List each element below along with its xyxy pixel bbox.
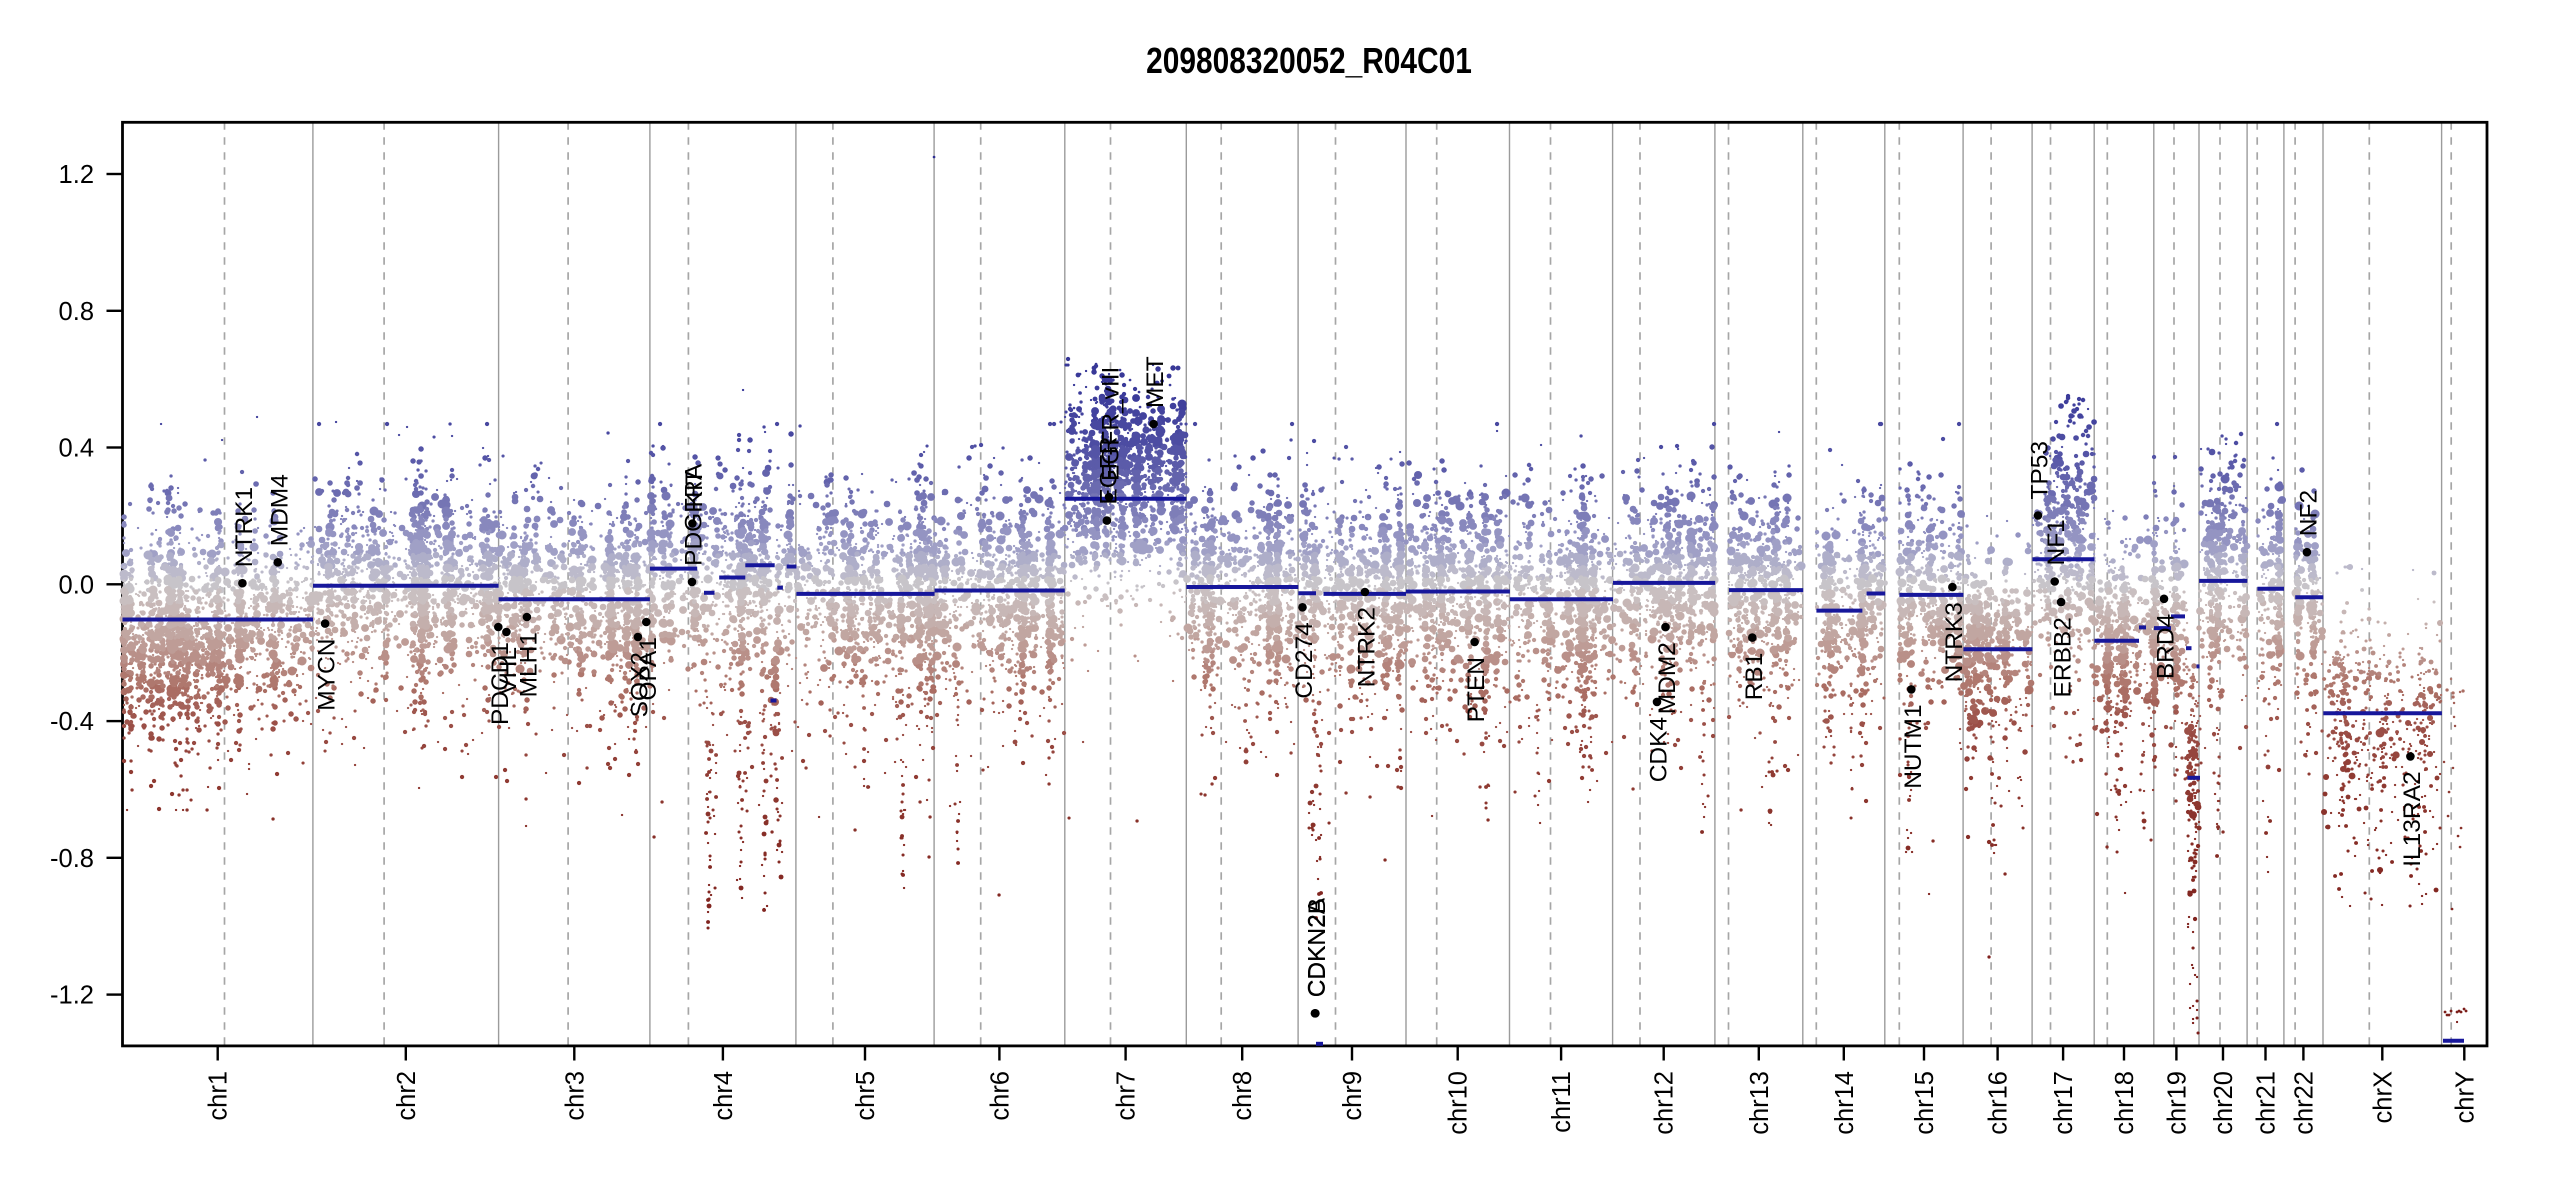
- svg-text:SOX2: SOX2: [626, 652, 653, 717]
- svg-text:BRD4: BRD4: [2153, 614, 2180, 679]
- svg-text:-0.8: -0.8: [50, 845, 94, 873]
- svg-text:chr1: chr1: [205, 1071, 233, 1121]
- svg-text:chr14: chr14: [1831, 1071, 1859, 1135]
- svg-text:NTRK3: NTRK3: [1941, 602, 1968, 682]
- svg-text:MDM4: MDM4: [266, 474, 293, 546]
- svg-text:chr5: chr5: [852, 1071, 880, 1121]
- svg-text:MYCN: MYCN: [314, 639, 341, 711]
- svg-text:1.2: 1.2: [59, 161, 94, 189]
- svg-text:PTEN: PTEN: [1463, 657, 1490, 722]
- svg-text:chr11: chr11: [1548, 1071, 1576, 1133]
- svg-text:chr4: chr4: [710, 1071, 738, 1121]
- svg-text:chr9: chr9: [1339, 1071, 1367, 1121]
- svg-text:chr20: chr20: [2210, 1071, 2238, 1135]
- svg-text:CD274: CD274: [1291, 622, 1318, 698]
- svg-text:chr12: chr12: [1651, 1071, 1679, 1135]
- svg-text:chr2: chr2: [393, 1071, 421, 1121]
- svg-text:TP53: TP53: [2027, 441, 2054, 500]
- svg-text:chr7: chr7: [1113, 1071, 1141, 1121]
- svg-text:chr10: chr10: [1445, 1071, 1473, 1135]
- svg-text:NTRK1: NTRK1: [231, 487, 258, 567]
- svg-text:MET: MET: [1142, 356, 1169, 408]
- svg-text:NTRK2: NTRK2: [1353, 607, 1380, 687]
- svg-text:chr3: chr3: [561, 1071, 589, 1121]
- svg-text:KIT: KIT: [681, 469, 708, 507]
- svg-text:0.0: 0.0: [59, 571, 94, 599]
- svg-text:chr22: chr22: [2290, 1071, 2318, 1135]
- svg-text:RB1: RB1: [1741, 653, 1768, 701]
- svg-text:MLH1: MLH1: [515, 632, 542, 697]
- svg-text:CDKN2B: CDKN2B: [1304, 898, 1331, 997]
- svg-text:chr18: chr18: [2111, 1071, 2139, 1135]
- svg-text:PDGFRA: PDGFRA: [681, 463, 708, 566]
- svg-text:chr17: chr17: [2050, 1071, 2078, 1135]
- svg-text:IL13RA2: IL13RA2: [2399, 771, 2426, 866]
- svg-text:NF1: NF1: [2043, 519, 2070, 565]
- svg-text:NUTM1: NUTM1: [1900, 704, 1927, 788]
- svg-text:MDM2: MDM2: [1654, 642, 1681, 714]
- svg-text:0.4: 0.4: [59, 435, 94, 463]
- svg-text:chr15: chr15: [1911, 1071, 1939, 1135]
- svg-text:chrX: chrX: [2369, 1071, 2397, 1123]
- svg-text:PDCD1: PDCD1: [487, 642, 514, 725]
- svg-text:chr19: chr19: [2163, 1071, 2191, 1135]
- svg-text:chrY: chrY: [2451, 1071, 2479, 1123]
- svg-text:CDKN2A: CDKN2A: [1303, 897, 1330, 997]
- svg-text:VHL: VHL: [495, 647, 522, 695]
- svg-text:ERBB2: ERBB2: [2050, 617, 2077, 697]
- svg-text:chr8: chr8: [1229, 1071, 1257, 1121]
- svg-text:-1.2: -1.2: [50, 982, 94, 1010]
- svg-text:chr13: chr13: [1746, 1071, 1774, 1135]
- svg-text:-0.4: -0.4: [50, 708, 94, 736]
- svg-text:CDK4: CDK4: [1646, 717, 1673, 782]
- svg-text:209808320052_R04C01: 209808320052_R04C01: [1146, 41, 1472, 81]
- svg-text:EGFR_vIII: EGFR_vIII: [1098, 367, 1125, 481]
- svg-text:OPA1: OPA1: [635, 637, 662, 701]
- svg-text:NF2: NF2: [2295, 490, 2322, 536]
- svg-text:0.8: 0.8: [59, 298, 94, 326]
- svg-text:chr21: chr21: [2253, 1071, 2281, 1135]
- svg-text:chr6: chr6: [986, 1071, 1014, 1121]
- svg-text:EGFR: EGFR: [1095, 437, 1122, 505]
- svg-text:chr16: chr16: [1985, 1071, 2013, 1135]
